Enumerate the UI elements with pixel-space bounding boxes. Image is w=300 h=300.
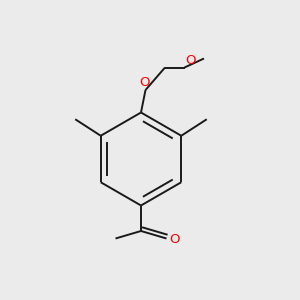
Text: O: O bbox=[169, 233, 179, 246]
Text: O: O bbox=[140, 76, 150, 89]
Text: O: O bbox=[185, 54, 196, 67]
